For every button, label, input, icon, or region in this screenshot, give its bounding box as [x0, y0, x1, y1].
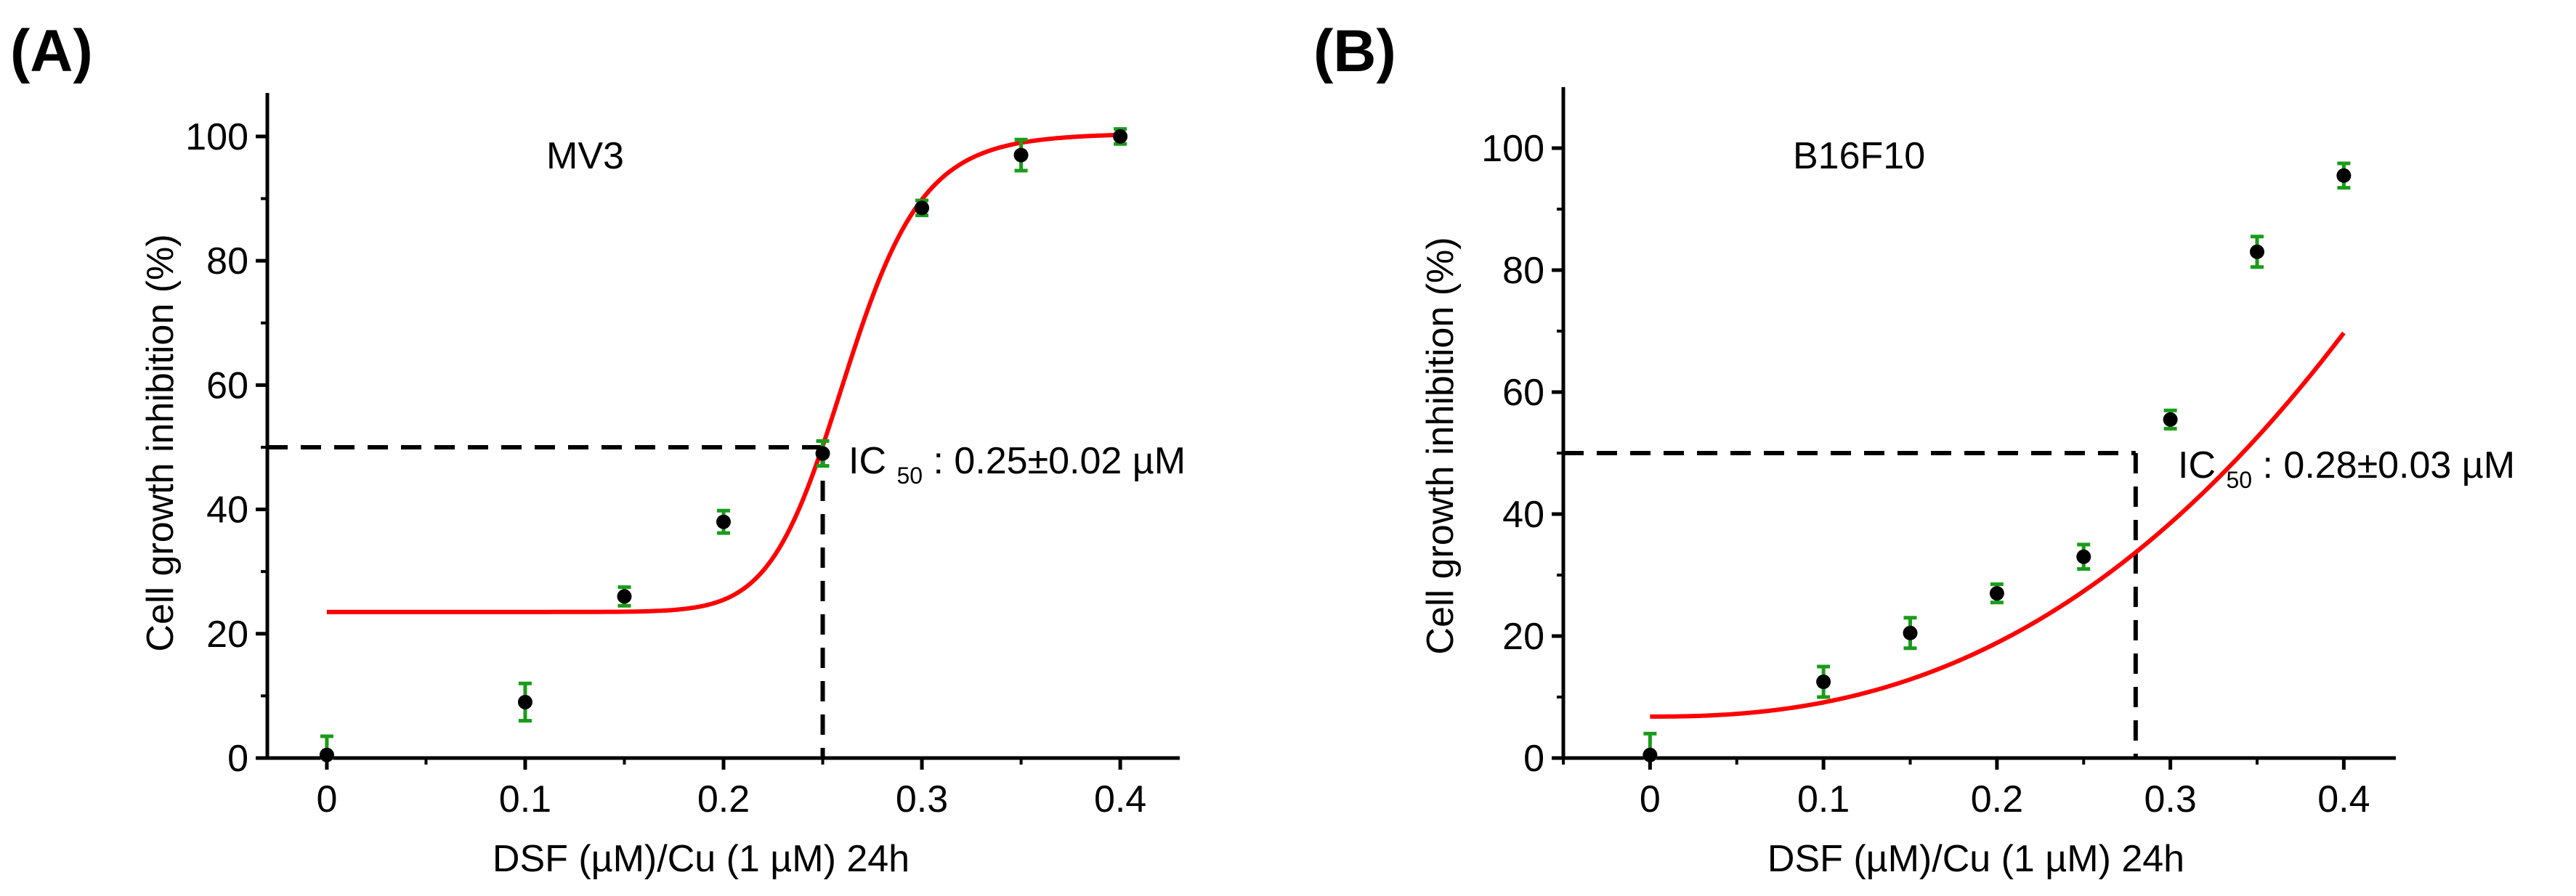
panel-b-data-point — [1643, 747, 1658, 762]
panel-a-x-tick-label: 0.1 — [499, 778, 551, 820]
panel-b-y-tick-label: 0 — [1523, 738, 1544, 780]
panel-b-ic50-subscript: 50 — [2226, 467, 2252, 493]
panel-a-y-tick-label: 100 — [185, 116, 248, 158]
panel-b-data-point — [2076, 549, 2091, 564]
panel-a-x-axis-title: DSF (µM)/Cu (1 µM) 24h — [493, 838, 910, 880]
panel-b-data-point — [1989, 586, 2004, 601]
panel-a-x-tick-label: 0.2 — [697, 778, 750, 820]
panel-b-y-tick-label: 80 — [1502, 250, 1544, 292]
panel-b-x-tick-label: 0.3 — [2144, 778, 2196, 820]
panel-a-data-point — [1113, 129, 1128, 144]
panel-b-data-point — [1903, 625, 1918, 640]
panel-b-y-axis-title: Cell growth inhibition (%) — [1419, 237, 1462, 654]
panel-b-y-tick-label: 100 — [1481, 128, 1544, 170]
panel-a-x-tick-label: 0 — [316, 778, 337, 820]
panel-a-ic50-label: IC 50 : 0.25±0.02 µM — [848, 440, 1186, 492]
panel-a: (A) 0 0.1 0.2 0.3 0.4 0 20 40 60 80 100 DSF (µM)/C… — [10, 18, 1186, 880]
panel-b-plot: 0 0.1 0.2 0.3 0.4 0 20 40 60 80 100 — [1481, 87, 2396, 820]
panel-b-ic50-prefix: IC — [2178, 444, 2216, 486]
panel-a-y-axis-title: Cell growth inhibition (%) — [139, 234, 182, 651]
panel-a-data-point — [517, 694, 532, 709]
panel-a-y-tick-label: 40 — [206, 489, 248, 532]
panel-b-y-tick-label: 40 — [1502, 494, 1544, 536]
panel-b-ic50-value: : 0.28±0.03 µM — [2263, 444, 2516, 486]
panel-a-ic50-subscript: 50 — [896, 463, 923, 489]
panel-b-x-tick-label: 0.1 — [1797, 778, 1850, 820]
panel-b-data-point — [1816, 675, 1831, 689]
panel-a-fit-curve — [326, 132, 1121, 614]
panel-a-data-point — [319, 747, 334, 762]
panel-a-ic50-prefix: IC — [848, 440, 886, 482]
panel-b: (B) 0 0.1 0.2 0.3 0.4 0 20 40 60 80 100 DSF (µM)/C… — [1313, 18, 2515, 880]
panel-a-data-point — [716, 514, 731, 529]
panel-a-data-point — [815, 446, 830, 461]
panel-b-data-point — [2336, 168, 2352, 183]
panel-a-letter: (A) — [10, 18, 93, 84]
panel-b-letter: (B) — [1313, 18, 1396, 84]
panel-b-x-axis-title: DSF (µM)/Cu (1 µM) 24h — [1767, 838, 2184, 880]
panel-a-ic50-value: : 0.25±0.02 µM — [933, 440, 1186, 482]
panel-b-data-point — [2250, 244, 2264, 259]
panel-a-y-tick-label: 80 — [206, 240, 248, 282]
panel-a-x-tick-label: 0.4 — [1094, 778, 1146, 820]
panel-b-x-tick-label: 0.4 — [2317, 778, 2370, 820]
panel-b-x-tick-label: 0.2 — [1971, 778, 2023, 820]
panel-b-fit-curve — [1650, 331, 2346, 719]
panel-a-data-point — [915, 200, 930, 216]
panel-a-y-tick-label: 0 — [227, 738, 248, 780]
panel-a-y-tick-label: 60 — [206, 364, 248, 407]
panel-a-y-tick-label: 20 — [206, 614, 248, 656]
panel-a-data-point — [617, 589, 632, 604]
panel-b-y-tick-label: 60 — [1502, 372, 1544, 414]
panel-b-ic50-label: IC 50 : 0.28±0.03 µM — [2178, 444, 2515, 497]
panel-a-plot: 0 0.1 0.2 0.3 0.4 0 20 40 60 80 100 — [185, 93, 1180, 820]
panel-a-x-tick-label: 0.3 — [896, 778, 948, 820]
panel-b-cell-line-label: B16F10 — [1793, 135, 1925, 177]
panel-a-cell-line-label: MV3 — [546, 135, 624, 177]
panel-b-data-point — [2163, 412, 2178, 427]
panel-b-y-tick-label: 20 — [1502, 616, 1544, 658]
panel-b-x-tick-label: 0 — [1640, 778, 1661, 820]
panel-a-data-point — [1013, 147, 1029, 163]
